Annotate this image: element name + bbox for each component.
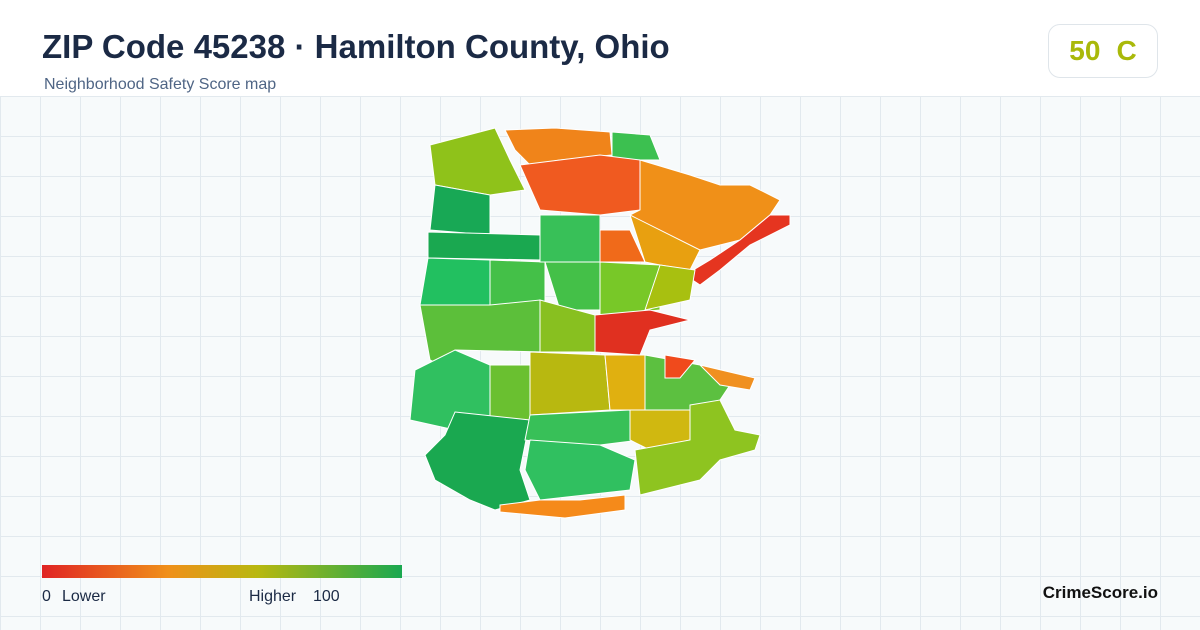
legend-min-label: Lower <box>62 588 106 605</box>
area <box>524 439 636 501</box>
area <box>489 364 531 421</box>
area <box>524 409 641 446</box>
subtitle: Neighborhood Safety Score map <box>44 76 277 93</box>
score-value: 50 <box>1069 35 1101 66</box>
area <box>698 364 756 391</box>
area <box>489 259 546 306</box>
legend-min: 0 <box>42 588 51 605</box>
area <box>424 411 531 511</box>
header-band <box>0 0 1200 96</box>
score-grade: C <box>1116 35 1137 66</box>
area <box>529 351 611 416</box>
area <box>419 299 546 366</box>
area <box>599 261 661 316</box>
area <box>539 214 601 263</box>
area <box>419 257 491 306</box>
area <box>684 214 791 286</box>
area <box>427 231 541 261</box>
area <box>594 309 691 356</box>
area <box>644 264 696 311</box>
area <box>611 131 661 161</box>
legend-gradient <box>42 565 402 578</box>
score-badge: 50 C <box>1048 24 1158 78</box>
area <box>604 354 646 411</box>
area <box>664 354 696 379</box>
legend-max: 100 <box>313 588 340 605</box>
title: ZIP Code 45238 · Hamilton County, Ohio <box>42 28 670 65</box>
area <box>634 399 761 496</box>
area <box>539 299 596 353</box>
legend-max-label: Higher <box>249 588 297 605</box>
brand: CrimeScore.io <box>1042 583 1158 602</box>
area <box>499 494 626 519</box>
area <box>544 261 601 311</box>
area <box>519 154 641 216</box>
